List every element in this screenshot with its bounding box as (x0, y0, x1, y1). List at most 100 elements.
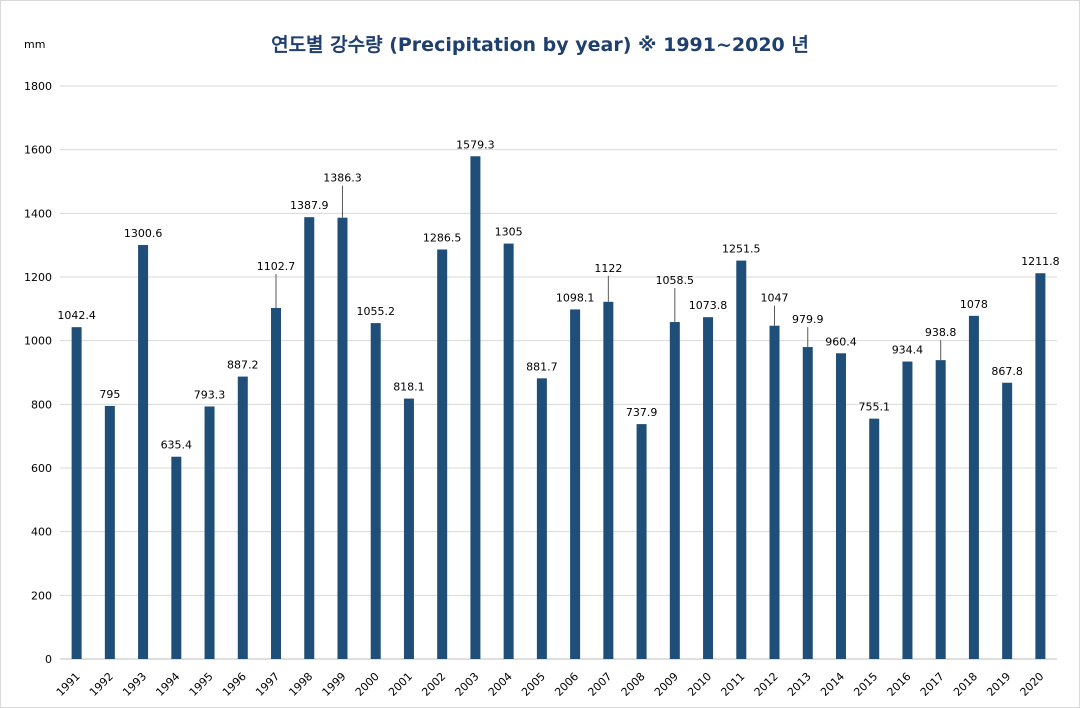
bar-2012 (769, 325, 780, 659)
bar-2000 (370, 323, 381, 659)
x-tick-label: 1991 (54, 670, 83, 699)
y-tick-label: 800 (31, 398, 52, 411)
data-label-2003: 1579.3 (456, 138, 495, 151)
x-tick-label: 1992 (87, 670, 116, 699)
data-label-2001: 818.1 (393, 381, 425, 394)
data-label-2017: 938.8 (925, 326, 957, 339)
y-tick-label: 1000 (24, 335, 52, 348)
x-tick-label: 2001 (386, 670, 415, 699)
data-label-1999: 1386.3 (323, 172, 362, 185)
data-label-2020: 1211.8 (1021, 255, 1060, 268)
data-label-2012: 1047 (761, 292, 789, 305)
x-tick-label: 1995 (187, 670, 216, 699)
bar-2020 (1035, 273, 1046, 659)
x-tick-label: 2007 (585, 670, 614, 699)
bar-2001 (403, 398, 414, 659)
y-axis-ticks: 0 200 400 600 800 1000 1200 1400 1600 1800 (24, 80, 52, 666)
x-tick-label: 2000 (353, 670, 382, 699)
x-tick-label: 2016 (885, 670, 914, 699)
x-tick-label: 2015 (851, 670, 880, 699)
x-tick-label: 1993 (120, 670, 149, 699)
x-tick-label: 2005 (519, 670, 548, 699)
data-label-2016: 934.4 (892, 344, 924, 357)
y-tick-label: 0 (45, 653, 52, 666)
gridlines (60, 85, 1057, 660)
data-label-2014: 960.4 (825, 335, 857, 348)
x-tick-label: 2008 (619, 670, 648, 699)
x-tick-label: 2013 (785, 670, 814, 699)
data-label-1997: 1102.7 (257, 260, 296, 273)
y-tick-label: 1200 (24, 271, 52, 284)
data-label-2008: 737.9 (626, 406, 658, 419)
bar-2006 (570, 309, 581, 659)
bar-2016 (902, 361, 913, 659)
data-label-1991: 1042.4 (57, 309, 96, 322)
x-tick-label: 2003 (453, 670, 482, 699)
bar-2019 (1002, 382, 1013, 659)
x-tick-label: 1996 (220, 670, 249, 699)
bar-2002 (437, 249, 448, 659)
bar-1993 (138, 244, 149, 660)
x-tick-label: 2012 (752, 670, 781, 699)
data-label-2019: 867.8 (991, 365, 1023, 378)
x-tick-label: 1999 (320, 670, 349, 699)
data-labels: 1042.4 795 1300.6 635.4 793.3 887.2 1102.7 1387… (57, 138, 1059, 451)
y-tick-label: 1600 (24, 144, 52, 157)
data-label-2015: 755.1 (858, 401, 890, 414)
y-tick-label: 400 (31, 526, 52, 539)
bar-1999 (337, 217, 348, 659)
bar-2005 (536, 378, 547, 659)
bar-2015 (869, 418, 880, 659)
data-label-2018: 1078 (960, 298, 988, 311)
data-label-1993: 1300.6 (124, 227, 163, 240)
x-tick-label: 2006 (552, 670, 581, 699)
data-label-2011: 1251.5 (722, 243, 761, 256)
bar-1996 (237, 376, 248, 659)
data-label-2002: 1286.5 (423, 231, 462, 244)
bar-2007 (603, 301, 614, 659)
bar-2017 (935, 360, 946, 659)
bar-2008 (636, 424, 647, 659)
bar-1998 (304, 217, 315, 659)
x-tick-label: 2018 (951, 670, 980, 699)
bar-2014 (835, 353, 846, 659)
data-label-1994: 635.4 (161, 439, 193, 452)
bar-2018 (968, 315, 979, 659)
bar-2013 (802, 347, 813, 659)
x-tick-label: 2017 (918, 670, 947, 699)
x-tick-label: 1997 (253, 670, 282, 699)
data-label-2007: 1122 (594, 262, 622, 275)
bar-2010 (703, 317, 714, 659)
data-label-1996: 887.2 (227, 359, 259, 372)
bar-1995 (204, 406, 215, 659)
y-tick-label: 1800 (24, 80, 52, 93)
data-label-2009: 1058.5 (656, 274, 695, 287)
bar-1992 (104, 405, 115, 659)
y-tick-label: 600 (31, 462, 52, 475)
data-label-2004: 1305 (495, 226, 523, 239)
x-tick-label: 1998 (286, 670, 315, 699)
data-label-1995: 793.3 (194, 388, 226, 401)
x-tick-label: 2004 (486, 670, 515, 699)
data-label-2006: 1098.1 (556, 291, 595, 304)
x-tick-label: 2010 (685, 670, 714, 699)
chart-title: 연도별 강수량 (Precipitation by year) ※ 1991~2… (271, 34, 809, 56)
x-tick-label: 2011 (718, 670, 747, 699)
bar-1994 (171, 456, 182, 659)
data-label-1992: 795 (99, 388, 120, 401)
bar-2004 (503, 243, 514, 659)
x-tick-label: 2020 (1018, 670, 1047, 699)
x-tick-label: 2002 (419, 670, 448, 699)
y-tick-label: 1400 (24, 207, 52, 220)
x-tick-label: 2009 (652, 670, 681, 699)
x-tick-label: 2014 (818, 670, 847, 699)
y-tick-label: 200 (31, 589, 52, 602)
bar-2003 (470, 156, 481, 659)
data-label-2005: 881.7 (526, 360, 558, 373)
data-label-1998: 1387.9 (290, 199, 329, 212)
x-tick-label: 1994 (153, 670, 182, 699)
bar-2009 (669, 322, 680, 659)
data-label-2010: 1073.8 (689, 299, 728, 312)
bars (71, 156, 1046, 660)
